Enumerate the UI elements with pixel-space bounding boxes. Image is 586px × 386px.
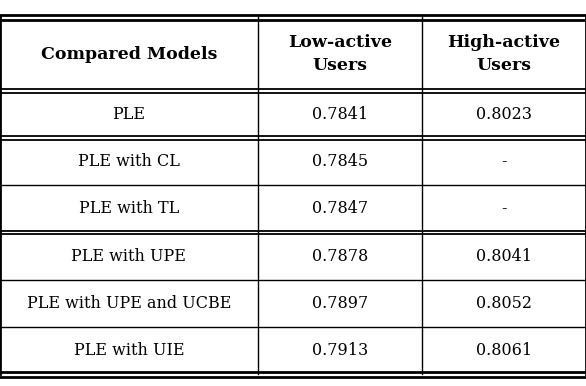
Text: 0.7845: 0.7845 <box>312 153 368 170</box>
Text: 0.8061: 0.8061 <box>476 342 532 359</box>
Text: PLE with TL: PLE with TL <box>79 200 179 217</box>
Text: Low-active
Users: Low-active Users <box>288 34 392 74</box>
Text: PLE with UIE: PLE with UIE <box>74 342 184 359</box>
Text: PLE with UPE: PLE with UPE <box>71 248 186 265</box>
Text: 0.7841: 0.7841 <box>312 106 368 123</box>
Text: 0.7913: 0.7913 <box>312 342 368 359</box>
Text: Compared Models: Compared Models <box>41 46 217 63</box>
Text: -: - <box>501 200 507 217</box>
Text: 0.8023: 0.8023 <box>476 106 532 123</box>
Text: PLE with CL: PLE with CL <box>78 153 180 170</box>
Text: 0.7897: 0.7897 <box>312 295 368 312</box>
Text: High-active
Users: High-active Users <box>447 34 561 74</box>
Text: 0.8052: 0.8052 <box>476 295 532 312</box>
Text: 0.7878: 0.7878 <box>312 248 368 265</box>
Text: -: - <box>501 153 507 170</box>
Text: PLE with UPE and UCBE: PLE with UPE and UCBE <box>27 295 231 312</box>
Text: PLE: PLE <box>113 106 145 123</box>
Text: 0.8041: 0.8041 <box>476 248 532 265</box>
Text: 0.7847: 0.7847 <box>312 200 368 217</box>
